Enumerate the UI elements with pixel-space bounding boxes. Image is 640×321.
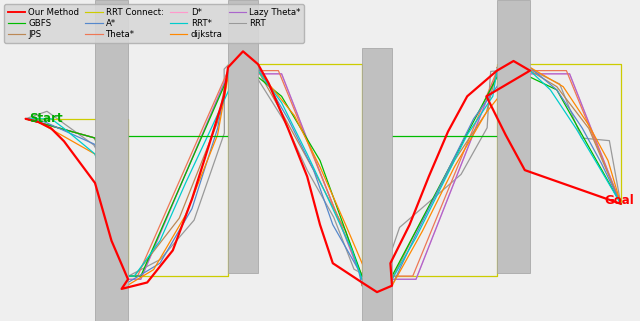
Bar xyxy=(362,48,392,321)
Text: Goal: Goal xyxy=(605,194,634,207)
Bar xyxy=(95,0,128,321)
Bar xyxy=(228,0,258,273)
Legend: Our Method, GBFS, JPS, RRT Connect:, A*, Theta*, D*, RRT*, dijkstra, Lazy Theta*: Our Method, GBFS, JPS, RRT Connect:, A*,… xyxy=(4,4,304,42)
Bar xyxy=(497,0,530,273)
Text: Start: Start xyxy=(29,112,63,125)
